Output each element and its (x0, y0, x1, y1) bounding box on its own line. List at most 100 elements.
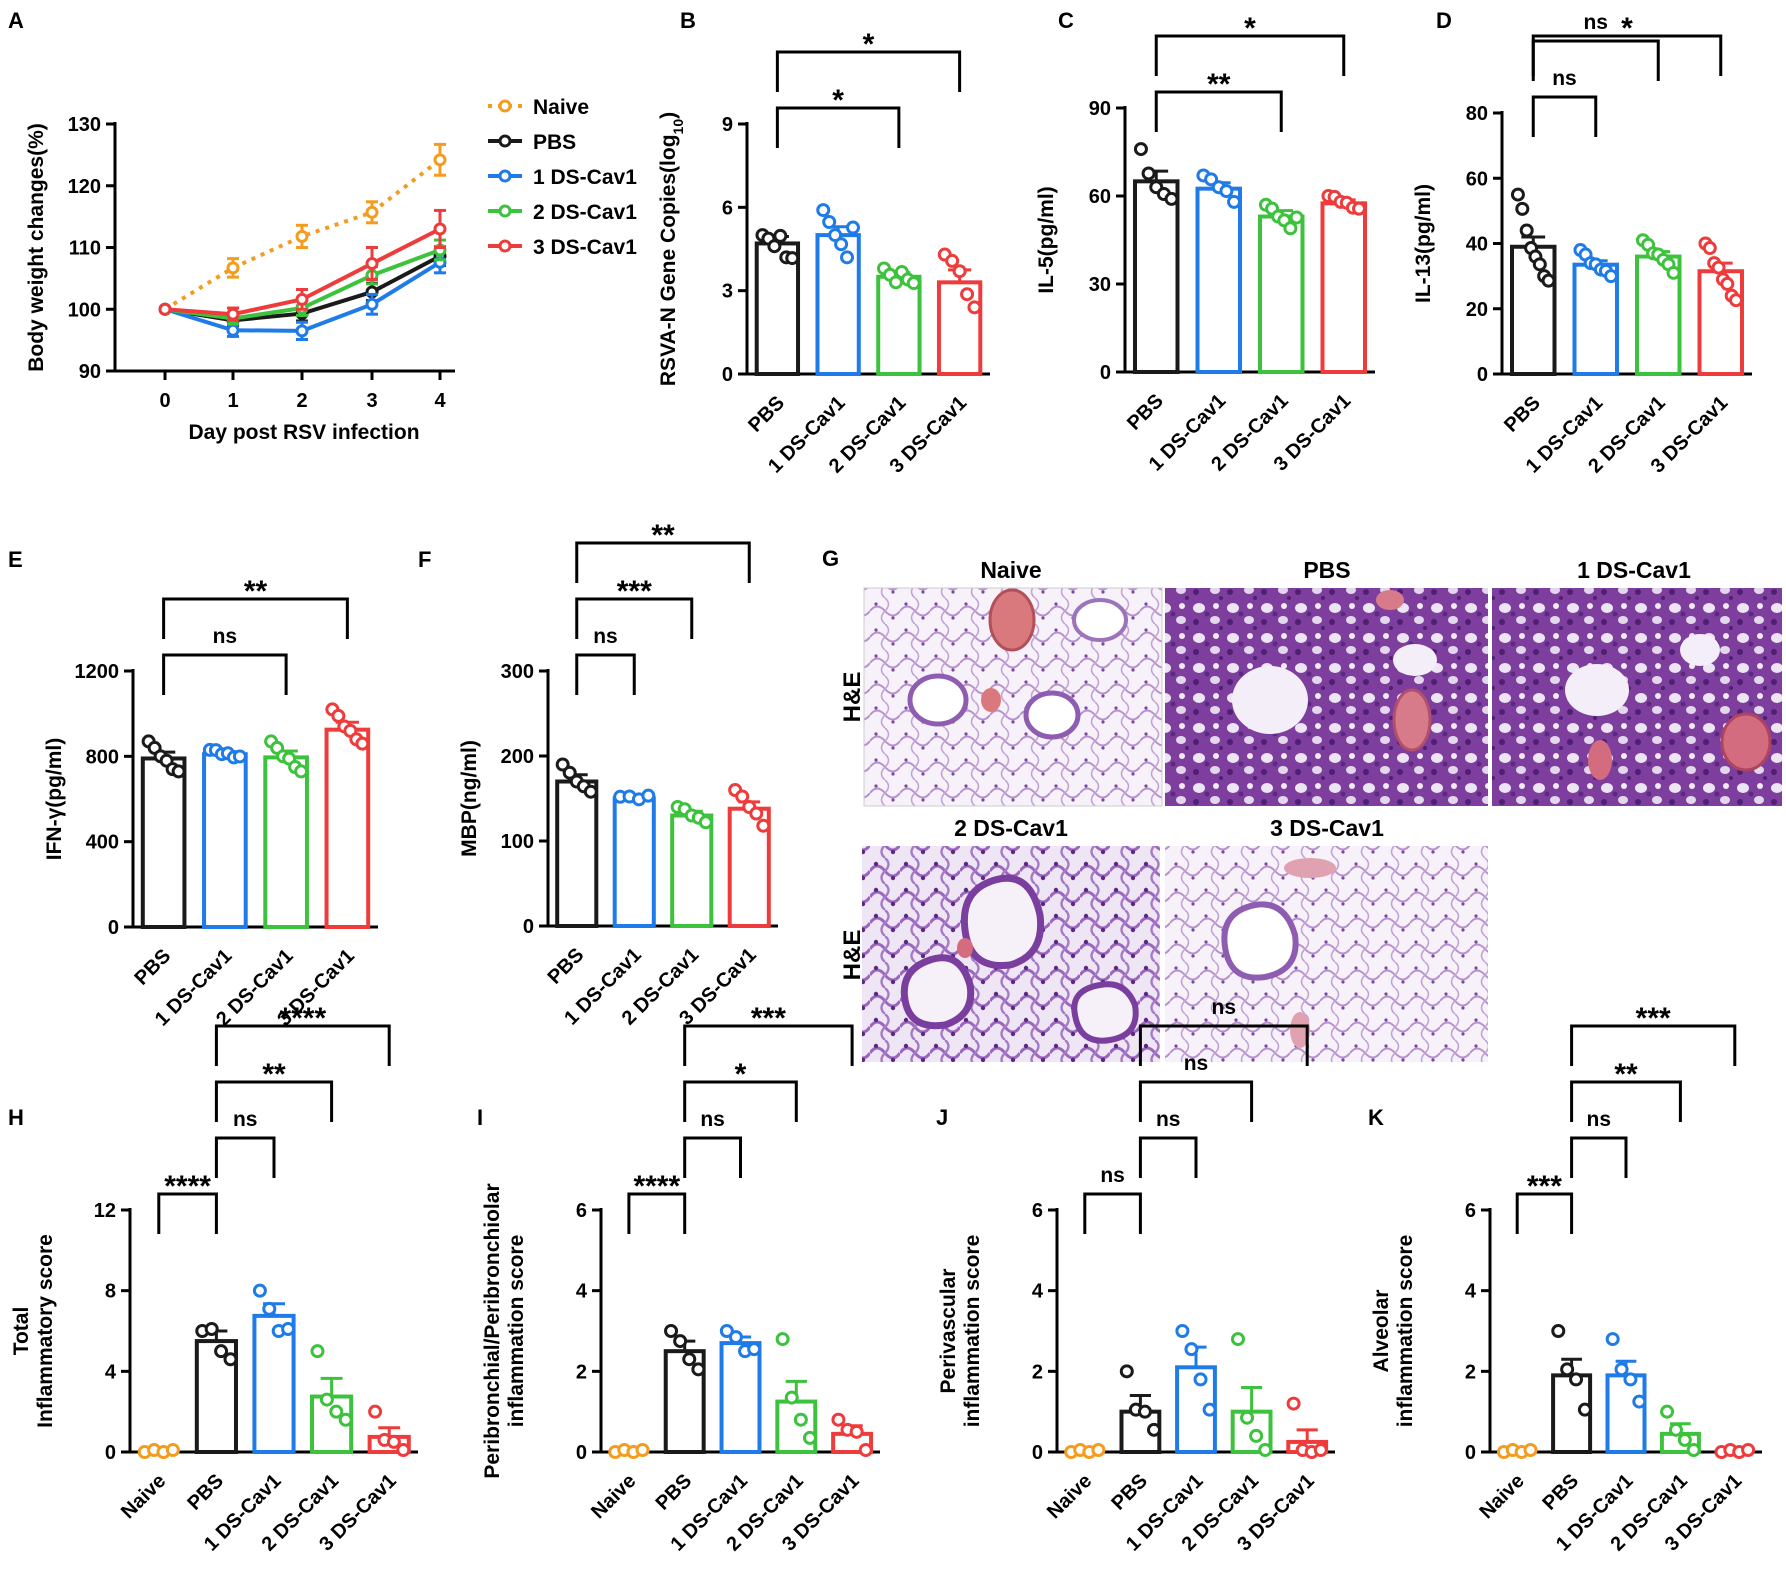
significance-bracket: * (683, 1058, 798, 1122)
bracket-line (214, 1024, 391, 1066)
histo-title-2ds: 2 DS-Cav1 (954, 815, 1068, 841)
data-point (664, 1324, 679, 1338)
bar-group-2-ds-cav1: 2 DS-Cav1 (1207, 197, 1305, 475)
bracket-line (1570, 1024, 1737, 1066)
x-tick-label: PBS (183, 1470, 228, 1515)
bar-group-naive: Naive (1043, 1443, 1106, 1523)
significance-bracket: ns (1138, 1052, 1254, 1122)
data-point (214, 1344, 229, 1359)
data-point (1677, 1432, 1692, 1447)
significance-label: ns (700, 1108, 725, 1131)
x-tick-label: 4 (434, 390, 446, 412)
airway (900, 954, 975, 1030)
panel-letter-G: G (822, 546, 839, 571)
x-tick-label: 0 (159, 390, 170, 412)
vessel (1290, 1012, 1310, 1048)
histo-title-naive: Naive (980, 557, 1041, 583)
bracket-line (575, 653, 636, 695)
panel-letter-F: F (418, 547, 431, 572)
data-point (295, 229, 309, 243)
bar-group-pbs: PBS (744, 228, 801, 437)
data-point (698, 815, 713, 830)
vessel (1588, 740, 1612, 780)
data-point (822, 215, 837, 229)
y-tick-label: 200 (501, 746, 534, 768)
x-tick-label: Naive (1043, 1470, 1096, 1523)
bar (1605, 1373, 1647, 1455)
data-point (1286, 1396, 1301, 1411)
bracket-line (627, 1192, 687, 1234)
bar (1697, 269, 1744, 377)
data-point (223, 1352, 238, 1367)
data-point (1289, 210, 1304, 225)
data-point (735, 789, 750, 804)
data-point (329, 1404, 344, 1419)
data-point (1147, 1422, 1162, 1437)
data-point (834, 237, 849, 252)
y-axis-title: MBP(ng/ml) (458, 740, 481, 857)
data-point (338, 1412, 353, 1427)
x-tick-label: PBS (744, 392, 789, 437)
micrograph-pbs (1165, 588, 1488, 806)
x-tick-label: PBS (131, 945, 176, 990)
bracket-line (575, 597, 694, 639)
vessel (1284, 858, 1336, 878)
y-tick-label: 30 (1089, 274, 1111, 296)
data-point (1702, 241, 1717, 256)
significance-bracket: *** (1570, 1002, 1737, 1066)
legend-swatch-marker (498, 169, 512, 183)
y-tick-label: 110 (69, 238, 101, 260)
data-point (1519, 223, 1534, 238)
significance-label: ns (233, 1108, 258, 1131)
vessel (1392, 688, 1432, 752)
data-point (1729, 293, 1744, 308)
histo-title-3ds: 3 DS-Cav1 (1270, 815, 1384, 841)
data-point (773, 228, 788, 243)
airway (1680, 634, 1720, 666)
y-tick-label: 0 (722, 364, 733, 386)
bar (612, 796, 656, 928)
data-point (1668, 1422, 1683, 1437)
significance-label: ns (1156, 1108, 1181, 1131)
bar-group-pbs: PBS (183, 1322, 238, 1515)
significance-label: **** (164, 1170, 211, 1203)
y-tick-label: 800 (86, 746, 119, 768)
significance-label: * (863, 28, 875, 61)
y-tick-label: 6 (722, 197, 733, 219)
legend-label: 3 DS-Cav1 (533, 236, 637, 259)
data-point (386, 1434, 401, 1449)
data-point (252, 1283, 267, 1298)
y-axis-title: Alveolar (1370, 1290, 1393, 1373)
micrograph-1ds (1492, 588, 1782, 806)
bar (719, 1341, 762, 1454)
vessel (981, 688, 1001, 712)
significance-bracket: ** (162, 575, 349, 639)
bar-group-1-ds-cav1: 1 DS-Cav1 (151, 742, 248, 1030)
legend-entry: Naive (488, 96, 589, 119)
bar (876, 274, 922, 376)
data-point (294, 764, 309, 779)
vessel (1720, 712, 1772, 772)
y-tick-label: 6 (576, 1200, 587, 1222)
y-axis-title: RSVA-N Gene Copies(log10) (657, 112, 686, 386)
data-point (1283, 221, 1298, 236)
bar-group-2-ds-cav1: 2 DS-Cav1 (212, 734, 309, 1030)
panel-letter-H: H (8, 1105, 24, 1130)
data-point (158, 302, 172, 316)
bracket-line (775, 50, 962, 92)
bar (202, 752, 248, 930)
bar-group-pbs: PBS (131, 734, 187, 990)
bar (1195, 186, 1242, 374)
bar (936, 280, 983, 377)
data-point (1741, 1443, 1756, 1457)
data-point (845, 220, 860, 235)
legend-label: PBS (533, 131, 576, 154)
y-axis-title: IL-5(pg/ml) (1035, 186, 1058, 293)
bar (1320, 201, 1367, 374)
bracket-line (214, 1136, 276, 1178)
data-point (433, 222, 447, 236)
data-point (226, 307, 240, 321)
data-point (165, 1443, 180, 1457)
airway (1221, 901, 1299, 981)
